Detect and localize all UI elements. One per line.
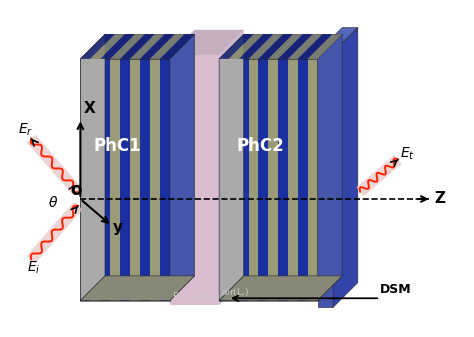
- Polygon shape: [249, 59, 258, 301]
- Polygon shape: [258, 59, 268, 301]
- Polygon shape: [288, 34, 322, 59]
- Polygon shape: [298, 34, 332, 59]
- Polygon shape: [150, 59, 160, 301]
- Polygon shape: [81, 59, 91, 301]
- Text: $E_r$: $E_r$: [18, 121, 33, 137]
- Text: y: y: [113, 220, 123, 235]
- Polygon shape: [318, 28, 358, 52]
- Polygon shape: [150, 34, 184, 59]
- Text: B A  air(L$_l$): B A air(L$_l$): [172, 290, 220, 303]
- Polygon shape: [81, 34, 105, 301]
- Polygon shape: [318, 52, 333, 307]
- Polygon shape: [27, 135, 82, 196]
- Text: air(L$_r$): air(L$_r$): [221, 286, 249, 299]
- Polygon shape: [258, 34, 293, 59]
- Polygon shape: [219, 34, 244, 301]
- Polygon shape: [130, 34, 164, 59]
- Polygon shape: [356, 155, 402, 196]
- Polygon shape: [333, 28, 358, 307]
- Polygon shape: [170, 54, 219, 305]
- Polygon shape: [219, 276, 342, 301]
- Text: X: X: [83, 101, 95, 116]
- Polygon shape: [298, 59, 308, 301]
- Polygon shape: [170, 30, 244, 54]
- Polygon shape: [170, 34, 194, 301]
- Text: o: o: [71, 181, 82, 198]
- Polygon shape: [308, 59, 318, 301]
- Polygon shape: [229, 59, 239, 301]
- Polygon shape: [110, 59, 120, 301]
- Polygon shape: [249, 34, 283, 59]
- Polygon shape: [130, 59, 140, 301]
- Polygon shape: [140, 34, 174, 59]
- Polygon shape: [219, 59, 229, 301]
- Polygon shape: [91, 59, 100, 301]
- Polygon shape: [278, 59, 288, 301]
- Polygon shape: [308, 34, 342, 59]
- Polygon shape: [318, 34, 342, 301]
- Polygon shape: [120, 34, 155, 59]
- Polygon shape: [239, 34, 273, 59]
- Text: $E_t$: $E_t$: [401, 145, 415, 161]
- Polygon shape: [160, 59, 170, 301]
- Polygon shape: [278, 34, 313, 59]
- Polygon shape: [120, 59, 130, 301]
- Polygon shape: [268, 34, 303, 59]
- Polygon shape: [91, 34, 125, 59]
- Polygon shape: [100, 59, 110, 301]
- Polygon shape: [229, 34, 264, 59]
- Text: $E_i$: $E_i$: [27, 260, 40, 276]
- Polygon shape: [219, 34, 254, 59]
- Polygon shape: [239, 59, 249, 301]
- Polygon shape: [219, 30, 244, 305]
- Polygon shape: [81, 276, 194, 301]
- Text: DSM: DSM: [380, 283, 412, 296]
- Polygon shape: [81, 34, 194, 59]
- Polygon shape: [160, 34, 194, 59]
- Polygon shape: [268, 59, 278, 301]
- Text: $\theta$: $\theta$: [48, 195, 58, 210]
- Polygon shape: [27, 202, 82, 263]
- Polygon shape: [110, 34, 145, 59]
- Polygon shape: [219, 34, 342, 59]
- Text: Z: Z: [434, 191, 445, 206]
- Polygon shape: [100, 34, 135, 59]
- Polygon shape: [140, 59, 150, 301]
- Text: PhC1: PhC1: [94, 137, 141, 155]
- Polygon shape: [288, 59, 298, 301]
- Polygon shape: [81, 34, 115, 59]
- Text: PhC2: PhC2: [237, 137, 285, 155]
